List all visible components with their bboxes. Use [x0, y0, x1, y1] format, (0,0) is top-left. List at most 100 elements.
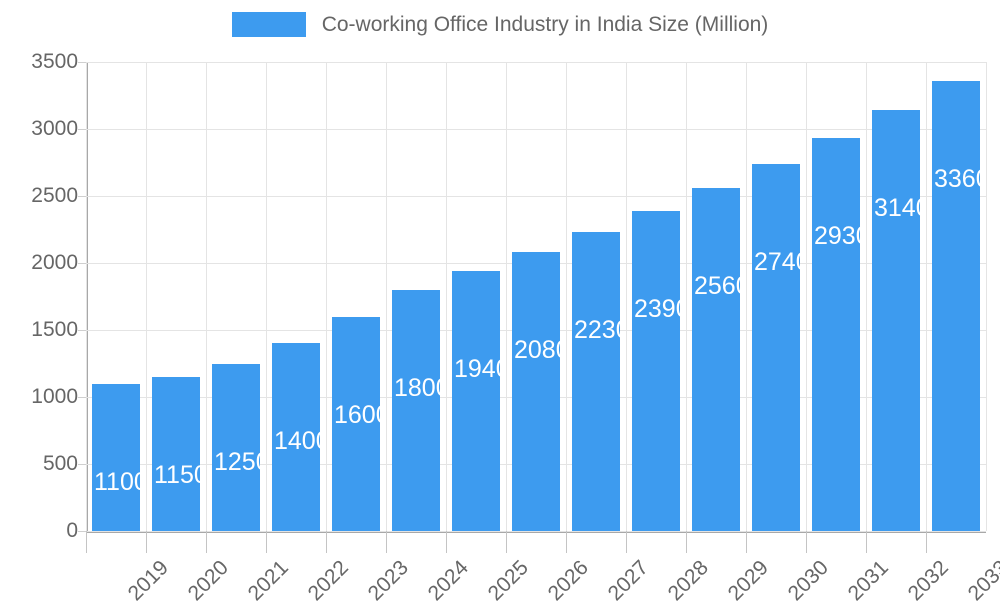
y-axis-tick-mark [78, 263, 86, 264]
x-axis-tick-mark [626, 531, 627, 553]
x-axis-tick-mark [926, 531, 927, 553]
gridline-vertical [926, 62, 927, 531]
x-axis-tick-mark [446, 531, 447, 553]
x-axis-tick-label: 2024 [423, 556, 473, 606]
x-axis-tick-label: 2025 [483, 556, 533, 606]
x-axis-tick-mark [386, 531, 387, 553]
bar[interactable]: 2740 [752, 163, 800, 531]
bar[interactable]: 1250 [212, 363, 260, 532]
x-axis-tick-mark [746, 531, 747, 553]
bar-data-label: 2930 [814, 222, 860, 251]
gridline-vertical [806, 62, 807, 531]
y-axis-tick-mark [78, 196, 86, 197]
bar[interactable]: 3140 [872, 110, 920, 531]
x-axis-tick-label: 2033 [963, 556, 1000, 606]
gridline-vertical [866, 62, 867, 531]
bar[interactable]: 1400 [272, 343, 320, 531]
gridline-horizontal [86, 62, 986, 63]
y-axis-tick-label: 3500 [31, 50, 78, 73]
bar[interactable]: 1600 [332, 316, 380, 531]
y-axis-tick-label: 500 [42, 452, 78, 475]
bar[interactable]: 3360 [932, 80, 980, 531]
gridline-horizontal [86, 196, 986, 197]
x-axis-tick-mark [686, 531, 687, 553]
bar[interactable]: 2390 [632, 210, 680, 531]
bar-label-clip: 1150 [152, 377, 200, 531]
gridline-vertical [206, 62, 207, 531]
x-axis-tick-label: 2023 [363, 556, 413, 606]
bar-label-clip: 2080 [512, 252, 560, 531]
x-axis-tick-mark [326, 531, 327, 553]
bar[interactable]: 1800 [392, 289, 440, 531]
bar[interactable]: 1940 [452, 271, 500, 531]
y-axis-tick-mark [78, 397, 86, 398]
x-axis-tick-label: 2029 [723, 556, 773, 606]
bar-data-label: 2740 [754, 247, 800, 276]
bar-data-label: 3360 [934, 164, 980, 193]
gridline-vertical [386, 62, 387, 531]
x-axis-tick-mark [266, 531, 267, 553]
gridline-vertical [326, 62, 327, 531]
bar-data-label: 3140 [874, 194, 920, 223]
bar-label-clip: 3360 [932, 81, 980, 531]
bar-data-label: 2080 [514, 336, 560, 365]
y-axis-tick-mark [78, 531, 86, 532]
chart-legend: Co-working Office Industry in India Size… [0, 12, 1000, 37]
x-axis-tick-mark [806, 531, 807, 553]
bar-data-label: 1940 [454, 355, 500, 384]
x-axis-tick-label: 2026 [543, 556, 593, 606]
bar-label-clip: 1600 [332, 317, 380, 531]
bar-label-clip: 2230 [572, 232, 620, 531]
bar[interactable]: 1100 [92, 383, 140, 531]
y-axis-tick-mark [78, 330, 86, 331]
bar[interactable]: 2230 [572, 232, 620, 531]
bar-data-label: 2230 [574, 316, 620, 345]
gridline-horizontal [86, 129, 986, 130]
legend-label: Co-working Office Industry in India Size… [321, 13, 769, 36]
y-axis-tick-mark [78, 129, 86, 130]
bar-data-label: 1800 [394, 373, 440, 402]
bar-label-clip: 1800 [392, 290, 440, 531]
x-axis-tick-mark [866, 531, 867, 553]
bar[interactable]: 2080 [512, 252, 560, 531]
bar-label-clip: 2740 [752, 164, 800, 531]
bar-data-label: 2560 [694, 271, 740, 300]
x-axis-tick-mark [206, 531, 207, 553]
bar-label-clip: 1250 [212, 364, 260, 532]
y-axis-ticks: 0 500 1000 1500 2000 2500 3000 3500 [0, 0, 86, 600]
y-axis-tick-label: 2000 [31, 251, 78, 274]
bar[interactable]: 2930 [812, 138, 860, 531]
x-axis-tick-mark [506, 531, 507, 553]
x-axis-tick-mark [146, 531, 147, 553]
gridline-vertical [566, 62, 567, 531]
gridline-vertical [86, 62, 87, 531]
gridline-horizontal [86, 531, 986, 532]
x-axis-tick-mark [86, 531, 87, 553]
x-axis-tick-label: 2032 [903, 556, 953, 606]
y-axis-tick-label: 3000 [31, 117, 78, 140]
gridline-vertical [146, 62, 147, 531]
y-axis-tick-label: 1000 [31, 385, 78, 408]
legend-color-swatch[interactable] [231, 12, 306, 37]
bar-label-clip: 2930 [812, 138, 860, 531]
bar-data-label: 1600 [334, 400, 380, 429]
bar-label-clip: 3140 [872, 110, 920, 531]
x-axis-tick-label: 2019 [123, 556, 173, 606]
bar-label-clip: 1400 [272, 343, 320, 531]
x-axis-tick-mark [566, 531, 567, 553]
bar-label-clip: 2390 [632, 211, 680, 531]
x-axis-tick-label: 2021 [243, 556, 293, 606]
bar-data-label: 1400 [274, 427, 320, 456]
x-axis-tick-label: 2030 [783, 556, 833, 606]
gridline-vertical [266, 62, 267, 531]
plot-area: 1100 1150 1250 1400 1600 1800 1940 2080 2230 2390… [86, 62, 987, 532]
gridline-vertical [506, 62, 507, 531]
bar-label-clip: 1940 [452, 271, 500, 531]
gridline-vertical [686, 62, 687, 531]
bar[interactable]: 2560 [692, 187, 740, 531]
gridline-vertical [626, 62, 627, 531]
bar[interactable]: 1150 [152, 376, 200, 531]
gridline-vertical [446, 62, 447, 531]
y-axis-tick-label: 0 [66, 519, 78, 542]
